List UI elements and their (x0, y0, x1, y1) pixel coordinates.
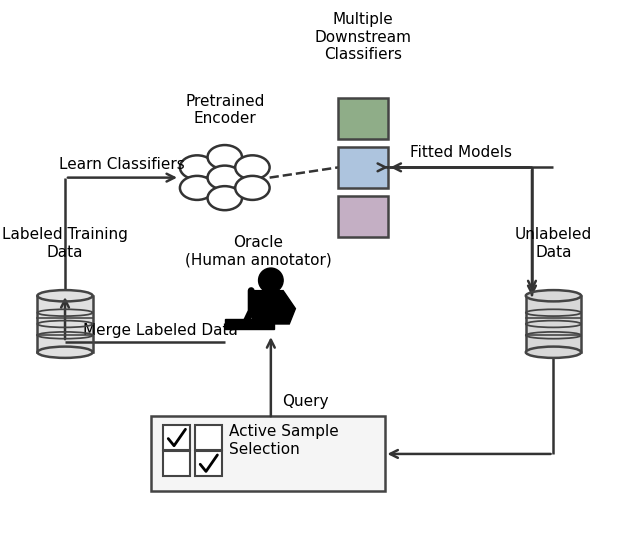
Polygon shape (225, 319, 274, 329)
FancyBboxPatch shape (195, 425, 222, 450)
Ellipse shape (207, 186, 242, 210)
Polygon shape (252, 291, 296, 324)
Text: Query: Query (282, 394, 328, 409)
Text: Oracle
(Human annotator): Oracle (Human annotator) (185, 235, 332, 268)
Text: Unlabeled
Data: Unlabeled Data (515, 227, 592, 260)
FancyBboxPatch shape (151, 416, 385, 491)
Ellipse shape (37, 347, 93, 358)
Ellipse shape (526, 290, 581, 301)
Ellipse shape (207, 145, 242, 169)
Text: Fitted Models: Fitted Models (410, 144, 512, 159)
Ellipse shape (526, 347, 581, 358)
Bar (37, 296, 93, 352)
Ellipse shape (207, 166, 242, 189)
FancyBboxPatch shape (339, 147, 388, 188)
Ellipse shape (259, 268, 283, 293)
Ellipse shape (180, 176, 214, 200)
Text: Pretrained
Encoder: Pretrained Encoder (185, 94, 264, 126)
Ellipse shape (236, 155, 269, 179)
Ellipse shape (37, 290, 93, 301)
Ellipse shape (180, 155, 214, 179)
FancyBboxPatch shape (195, 451, 222, 476)
Text: Merge Labeled Data: Merge Labeled Data (83, 323, 237, 338)
Bar (526, 296, 581, 352)
FancyBboxPatch shape (163, 425, 190, 450)
Text: Learn Classifiers: Learn Classifiers (60, 157, 185, 172)
Ellipse shape (236, 176, 269, 200)
Text: Active Sample
Selection: Active Sample Selection (229, 424, 339, 457)
Text: Multiple
Downstream
Classifiers: Multiple Downstream Classifiers (314, 12, 412, 62)
FancyBboxPatch shape (339, 196, 388, 236)
Text: Labeled Training
Data: Labeled Training Data (2, 227, 128, 260)
FancyBboxPatch shape (339, 98, 388, 139)
FancyBboxPatch shape (163, 451, 190, 476)
